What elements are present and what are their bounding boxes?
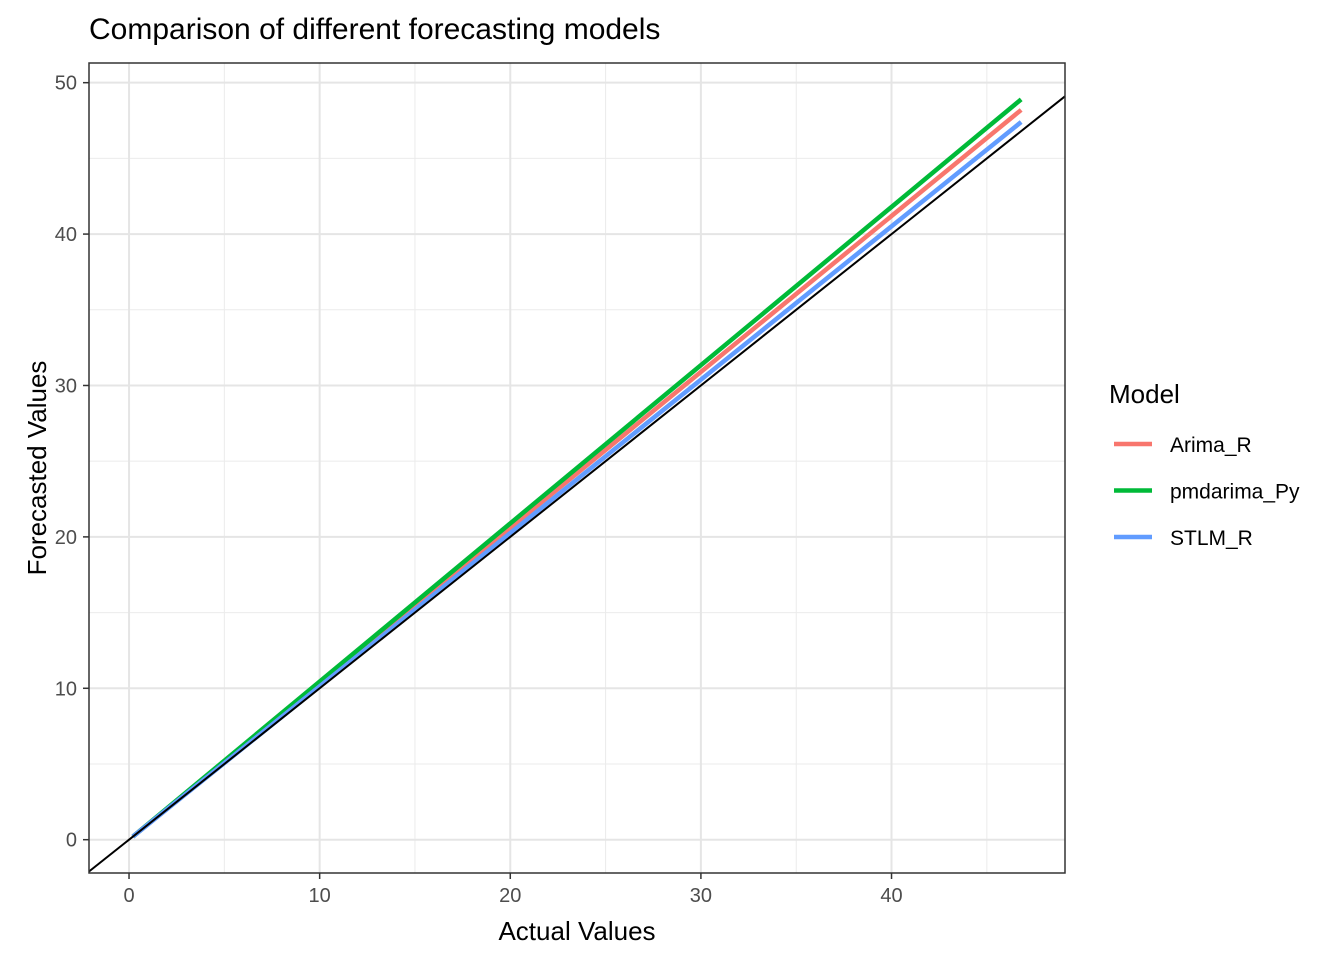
x-tick-label: 20 xyxy=(499,885,521,907)
series-line-pmdarima_Py xyxy=(131,97,1023,839)
y-axis: 0 10 20 30 40 50 xyxy=(55,73,89,852)
y-tick-label: 20 xyxy=(55,527,77,549)
y-tick-label: 30 xyxy=(55,375,77,397)
y-tick-label: 50 xyxy=(55,73,77,95)
legend-label-Arima_R: Arima_R xyxy=(1170,434,1252,457)
x-tick-label: 10 xyxy=(309,885,331,907)
legend-label-pmdarima_Py: pmdarima_Py xyxy=(1170,481,1300,504)
plot-border xyxy=(88,62,1066,874)
chart-title: Comparison of different forecasting mode… xyxy=(89,13,660,46)
y-tick-label: 40 xyxy=(55,224,77,246)
legend-label-STLM_R: STLM_R xyxy=(1170,527,1253,550)
x-tick-label: 40 xyxy=(880,885,902,907)
reference-line-layer xyxy=(88,95,1066,873)
x-axis-title: Actual Values xyxy=(498,916,655,946)
major-gridlines xyxy=(89,63,1065,873)
minor-gridlines xyxy=(89,63,1065,873)
reference-line xyxy=(88,95,1066,873)
y-tick-label: 0 xyxy=(66,830,77,852)
x-tick-label: 30 xyxy=(690,885,712,907)
legend-title: Model xyxy=(1109,379,1180,409)
y-axis-title: Forecasted Values xyxy=(22,361,52,576)
series-line-STLM_R xyxy=(131,120,1023,839)
legend: Model Arima_R pmdarima_Py STLM_R xyxy=(1109,379,1300,550)
series-layer xyxy=(131,97,1023,839)
y-tick-label: 10 xyxy=(55,678,77,700)
x-tick-label: 0 xyxy=(123,885,134,907)
x-axis: 0 10 20 30 40 xyxy=(123,873,903,907)
